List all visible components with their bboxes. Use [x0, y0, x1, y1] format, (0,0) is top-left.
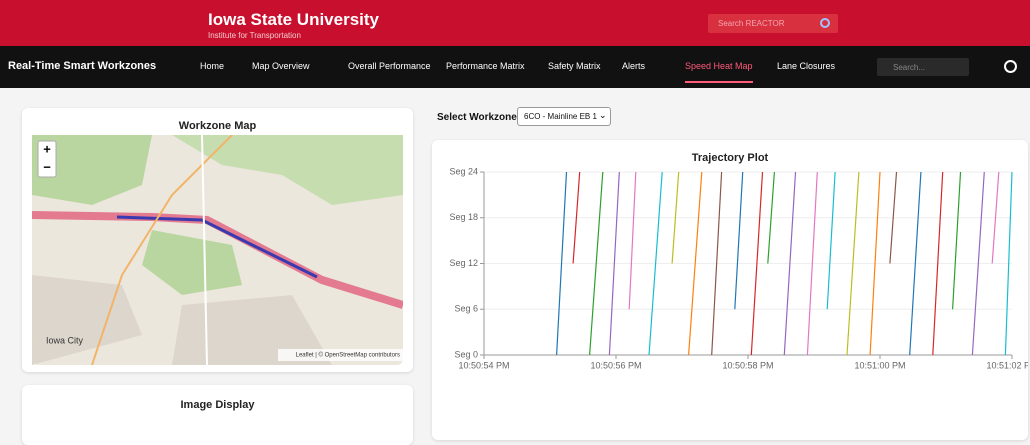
zoom-in[interactable]: + [43, 141, 51, 156]
x-tick-label: 10:50:56 PM [590, 360, 641, 370]
nav-item[interactable]: Home [200, 61, 224, 71]
select-label: Select Workzone: [437, 112, 520, 123]
nav-item[interactable]: Map Overview [252, 61, 310, 71]
image-title: Image Display [22, 399, 413, 411]
trajectory [827, 172, 835, 309]
page: {"header": {"title": "Iowa State Univers… [0, 0, 1030, 428]
select-caret: ⌄ [599, 110, 607, 121]
map-card: Workzone Map + − Iowa City Leaflet | © O… [22, 108, 413, 372]
trajectory [629, 172, 636, 309]
x-tick-label: 10:51:02 PM [986, 360, 1028, 370]
header-subtitle: Institute for Transportation [208, 31, 301, 40]
y-tick-label: Seg 12 [449, 258, 478, 268]
search-placeholder: Search REACTOR [718, 19, 785, 28]
y-tick-label: Seg 24 [449, 166, 478, 176]
trajectory [953, 172, 961, 309]
map[interactable]: + − Iowa City Leaflet | © OpenStreetMap … [32, 135, 403, 365]
y-tick-label: Seg 6 [454, 304, 478, 314]
search-icon [820, 18, 830, 28]
trajectory [735, 172, 743, 309]
y-tick-label: Seg 0 [454, 349, 478, 359]
header: Iowa State University Institute for Tran… [0, 0, 1030, 46]
nav-item[interactable]: Overall Performance [348, 61, 431, 71]
nav-item[interactable]: Speed Heat Map [685, 61, 753, 83]
y-tick-label: Seg 18 [449, 212, 478, 222]
zoom-out[interactable]: − [43, 159, 51, 174]
plot-card: Trajectory Plot Seg 0 Seg 6 Seg 12 Seg 18 Se… [432, 140, 1028, 440]
x-tick-label: 10:50:54 PM [458, 360, 509, 370]
header-search[interactable]: Search REACTOR [708, 14, 838, 33]
nav-item[interactable]: Performance Matrix [446, 61, 525, 71]
select-value: 6CO - Mainline EB 1 [524, 112, 597, 121]
chart: Trajectory Plot Seg 0 Seg 6 Seg 12 Seg 18 Se… [432, 140, 1028, 428]
header-title: Iowa State University [208, 10, 379, 30]
nav-item[interactable]: Alerts [622, 61, 645, 71]
nav-item[interactable]: Lane Closures [777, 61, 835, 71]
brand[interactable]: Real-Time Smart Workzones [8, 60, 156, 72]
nav-search[interactable]: Search... [877, 58, 969, 76]
map-title: Workzone Map [22, 120, 413, 132]
x-tick-label: 10:50:58 PM [722, 360, 773, 370]
x-tick-label: 10:51:00 PM [854, 360, 905, 370]
user-icon[interactable] [1004, 60, 1017, 73]
attribution: Leaflet | © OpenStreetMap contributors [296, 352, 400, 359]
chart-title: Trajectory Plot [692, 152, 769, 164]
workzone-select[interactable]: 6CO - Mainline EB 1 ⌄ [517, 107, 611, 126]
navbar: Real-Time Smart Workzones Home Map Overv… [0, 46, 1030, 88]
image-card: Image Display [22, 385, 413, 445]
place-label: Iowa City [46, 335, 84, 345]
nav-item[interactable]: Safety Matrix [548, 61, 601, 71]
search-placeholder: Search... [893, 63, 925, 72]
